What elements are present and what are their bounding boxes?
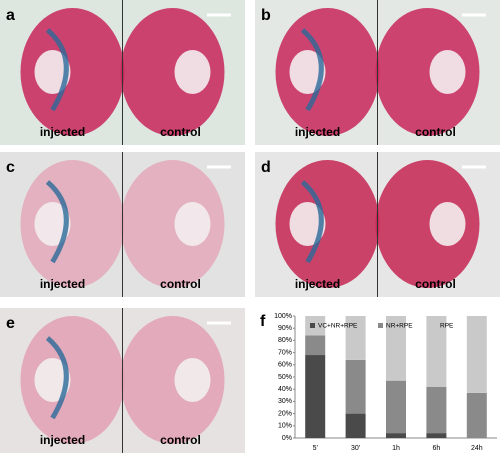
stain [45,28,69,112]
bar [426,386,447,434]
y-tick-label: 20% [278,410,292,417]
stain [300,28,324,112]
tissue [375,8,480,136]
panel-label: control [415,125,456,139]
panel-letter: a [6,7,15,24]
tissue [120,316,225,444]
tissue [120,160,225,288]
tissue [20,8,125,136]
legend-swatch [432,323,437,328]
bar [386,433,406,438]
stain [300,180,324,264]
y-tick-label: 40% [278,386,292,393]
bar [345,413,366,438]
legend-label: RPE [440,323,454,330]
panel-label: control [160,277,201,291]
lens [174,358,211,402]
legend-label: NR+RPE [386,323,413,330]
bar [305,335,326,356]
legend-swatch [378,323,383,328]
bar [426,433,447,438]
y-tick-label: 90% [278,325,292,332]
y-tick-label: 80% [278,337,292,344]
bar [466,316,487,393]
tissue [275,160,380,288]
y-tick-label: 30% [278,398,292,405]
lens [34,50,71,94]
x-tick-label: 1h [392,445,400,452]
panel-label: control [160,433,201,447]
lens [429,50,466,94]
bar [345,359,366,414]
panel-letter: b [261,7,271,24]
tissue [275,8,380,136]
panel-letter: c [6,159,15,176]
panel-letter: d [261,159,271,176]
panel-label: injected [295,125,340,139]
bar [386,380,406,434]
tissue [375,160,480,288]
y-tick-label: 70% [278,349,292,356]
lens [34,358,71,402]
tissue [20,316,125,444]
tissue [20,160,125,288]
bar [305,355,326,438]
x-tick-label: 24h [471,445,483,452]
lens [289,50,326,94]
panel-label: injected [40,433,85,447]
stain [45,180,69,264]
tissue [120,8,225,136]
panel-label: injected [40,277,85,291]
x-tick-label: 5' [313,445,318,452]
y-tick-label: 50% [278,374,292,381]
lens [174,202,211,246]
panel-label: injected [295,277,340,291]
bar [305,316,326,336]
legend-label: VC+NR+RPE [318,323,358,330]
panel-label: injected [40,125,85,139]
panel-letter: e [6,315,15,332]
panel-label: control [160,125,201,139]
stain [45,336,69,420]
panel-letter: f [260,313,266,330]
bar [466,392,487,438]
legend-swatch [310,323,315,328]
y-tick-label: 10% [278,423,292,430]
y-tick-label: 60% [278,362,292,369]
bar [345,316,366,360]
y-tick-label: 0% [282,435,292,442]
bar [426,316,447,387]
lens [289,202,326,246]
lens [34,202,71,246]
lens [174,50,211,94]
lens [429,202,466,246]
y-tick-label: 100% [274,313,292,320]
bar [386,316,406,381]
panel-label: control [415,277,456,291]
x-tick-label: 30' [351,445,360,452]
x-tick-label: 6h [433,445,441,452]
